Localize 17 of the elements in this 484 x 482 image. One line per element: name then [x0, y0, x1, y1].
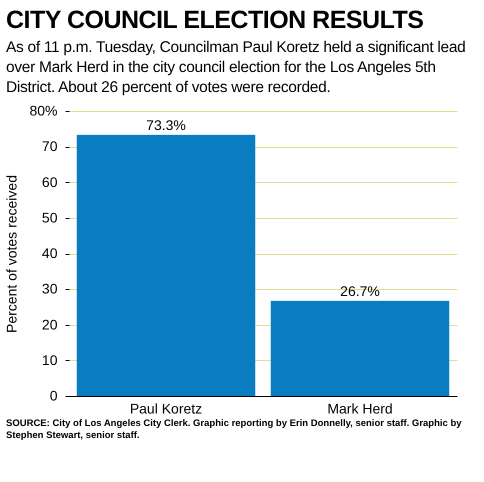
chart-subtitle: As of 11 p.m. Tuesday, Councilman Paul Koretz held a significant lead over Mark Herd in the city council election for the Los Angeles 5th District. About 26 percent of votes were recorded. [6, 38, 466, 98]
y-tick-label: 60 [42, 174, 58, 190]
data-label: 26.7% [340, 282, 380, 299]
y-tick-label: 70 [42, 138, 58, 154]
chart-title: CITY COUNCIL ELECTION RESULTS [6, 5, 424, 36]
y-tick-label: 80% [29, 102, 58, 118]
y-tick-label: 50 [42, 209, 58, 226]
y-tick-label: 0 [50, 388, 58, 404]
y-tick-label: 20 [42, 316, 58, 332]
source-note: SOURCE: City of Los Angeles City Clerk. Graphic reporting by Erin Donnelly, senior staff. Graphic by Stephen Stewart, senior staff. [6, 418, 463, 442]
y-axis-title: Percent of votes received [3, 175, 20, 333]
x-tick-label: Paul Koretz [130, 400, 202, 416]
y-tick-label: 10 [42, 352, 58, 368]
y-tick-label: 30 [42, 280, 58, 297]
data-label: 73.3% [146, 116, 186, 133]
x-tick-label: Mark Herd [327, 400, 393, 416]
y-tick-label: 40 [42, 245, 58, 261]
